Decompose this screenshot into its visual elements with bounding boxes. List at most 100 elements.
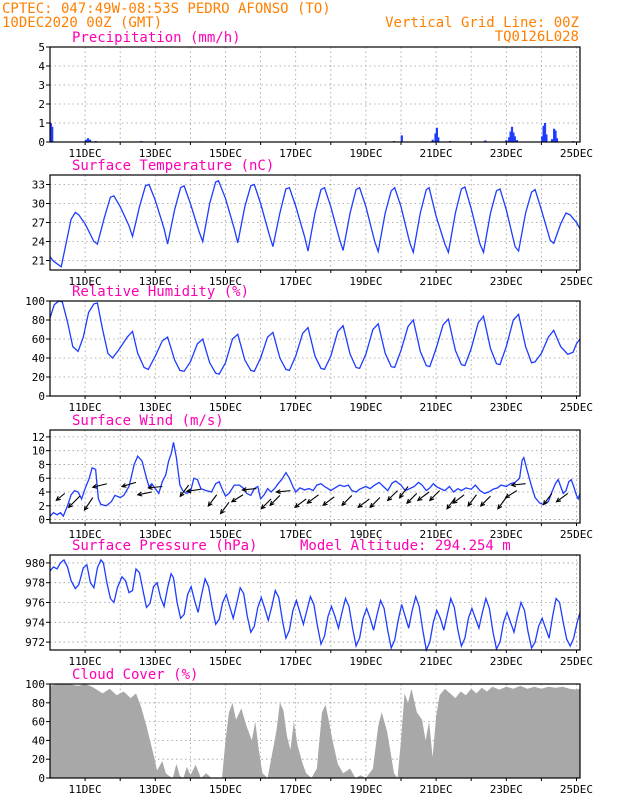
x-tick-label: 11DEC [69,275,102,288]
x-tick-label: 19DEC [349,783,382,796]
wind-vector [497,497,507,510]
wind-vector [510,482,526,488]
wind-vector [207,494,218,507]
precipitation-title: Precipitation (mm/h) [72,30,241,46]
precip-bar [505,140,508,142]
cloud-cover-panel: Cloud Cover (%) 0 20 40 60 80 100 11DEC 13DEC 15D… [25,667,593,796]
x-tick-label: 25DEC [560,783,593,796]
y-tick-label: 5 [38,41,45,54]
wind-vector [398,486,409,499]
y-tick-label: 60 [32,333,45,346]
temperature-title: Surface Temperature (nC) [72,158,274,174]
wind-vector [91,483,107,489]
x-tick-label: 11DEC [69,147,102,160]
wind-vector [467,494,477,507]
x-tick-label: 23DEC [490,147,523,160]
precip-bar [86,138,90,142]
y-tick-label: 20 [32,753,45,766]
y-tick-label: 100 [25,678,45,691]
precip-bar [515,140,519,142]
wind-vector [275,489,291,495]
x-tick-label: 17DEC [279,655,312,668]
x-tick-label: 17DEC [279,147,312,160]
humidity-frame [49,300,581,397]
x-tick-label: 17DEC [279,783,312,796]
wind-vector [416,491,430,502]
x-tick-label: 21DEC [420,528,453,541]
y-tick-label: 0 [38,390,45,403]
precip-bar [545,134,548,142]
x-tick-label: 15DEC [209,275,242,288]
x-tick-label: 21DEC [420,275,453,288]
pressure-panel: Surface Pressure (hPa) Model Altitude: 29… [25,538,593,668]
x-tick-label: 11DEC [69,528,102,541]
precip-bar [400,135,403,142]
y-tick-label: 12 [32,431,45,444]
cloud-cover-area [50,684,580,778]
y-tick-label: 27 [32,217,45,230]
x-tick-label: 23DEC [490,655,523,668]
cloud-cover-frame [49,683,581,779]
wind-vector [542,493,553,506]
x-tick-label: 15DEC [209,528,242,541]
precip-bar [508,137,511,142]
wind-vector [479,495,491,507]
wind-vector [446,497,456,510]
x-tick-label: 21DEC [420,401,453,414]
wind-vector [120,481,137,488]
x-tick-label: 23DEC [490,528,523,541]
y-tick-label: 60 [32,716,45,729]
temperature-panel: Surface Temperature (nC) 21 24 27 30 33 11DEC 1… [32,158,593,288]
precip-bar [435,127,438,142]
x-tick-label: 11DEC [69,655,102,668]
y-tick-label: 6 [38,472,45,485]
y-tick-label: 20 [32,371,45,384]
temperature-line [49,179,581,268]
precip-bar [89,139,92,142]
y-tick-label: 10 [32,445,45,458]
precip-bar [49,123,52,142]
y-tick-label: 0 [38,772,45,785]
precip-bar [513,136,516,142]
precip-bar [550,139,554,142]
x-tick-label: 13DEC [139,655,172,668]
y-tick-label: 1 [38,117,45,130]
wind-vector [241,487,257,493]
wind-vector [357,498,370,509]
wind-vector [67,495,81,509]
x-tick-label: 13DEC [139,275,172,288]
y-tick-label: 8 [38,458,45,471]
y-tick-label: 0 [38,514,45,527]
precip-bar [543,123,547,142]
x-tick-label: 19DEC [349,147,382,160]
x-tick-label: 19DEC [349,275,382,288]
x-tick-label: 15DEC [209,401,242,414]
y-tick-label: 100 [25,295,45,308]
y-tick-label: 0 [38,136,45,149]
x-tick-label: 15DEC [209,147,242,160]
y-tick-label: 974 [25,616,45,629]
y-tick-label: 4 [38,60,45,73]
x-tick-label: 15DEC [209,655,242,668]
y-tick-label: 2 [38,98,45,111]
precipitation-frame [49,46,581,143]
wind-vector [504,490,518,499]
x-tick-label: 11DEC [69,783,102,796]
x-tick-label: 17DEC [279,401,312,414]
pressure-line [49,558,581,653]
precip-bar [509,131,512,142]
wind-vector [306,494,319,504]
wind-vector [428,490,440,502]
precip-bar [554,130,557,142]
x-tick-label: 25DEC [560,275,593,288]
precip-bar [542,125,545,142]
meteogram-header: CPTEC: 047:49W-08:53S PEDRO AFONSO (TO) … [2,1,579,45]
x-tick-label: 23DEC [490,401,523,414]
wind-vector [83,497,94,512]
model-code: TQ0126L028 [495,29,579,45]
precip-bar [510,126,514,142]
precip-bar [512,132,515,142]
x-tick-label: 25DEC [560,147,593,160]
